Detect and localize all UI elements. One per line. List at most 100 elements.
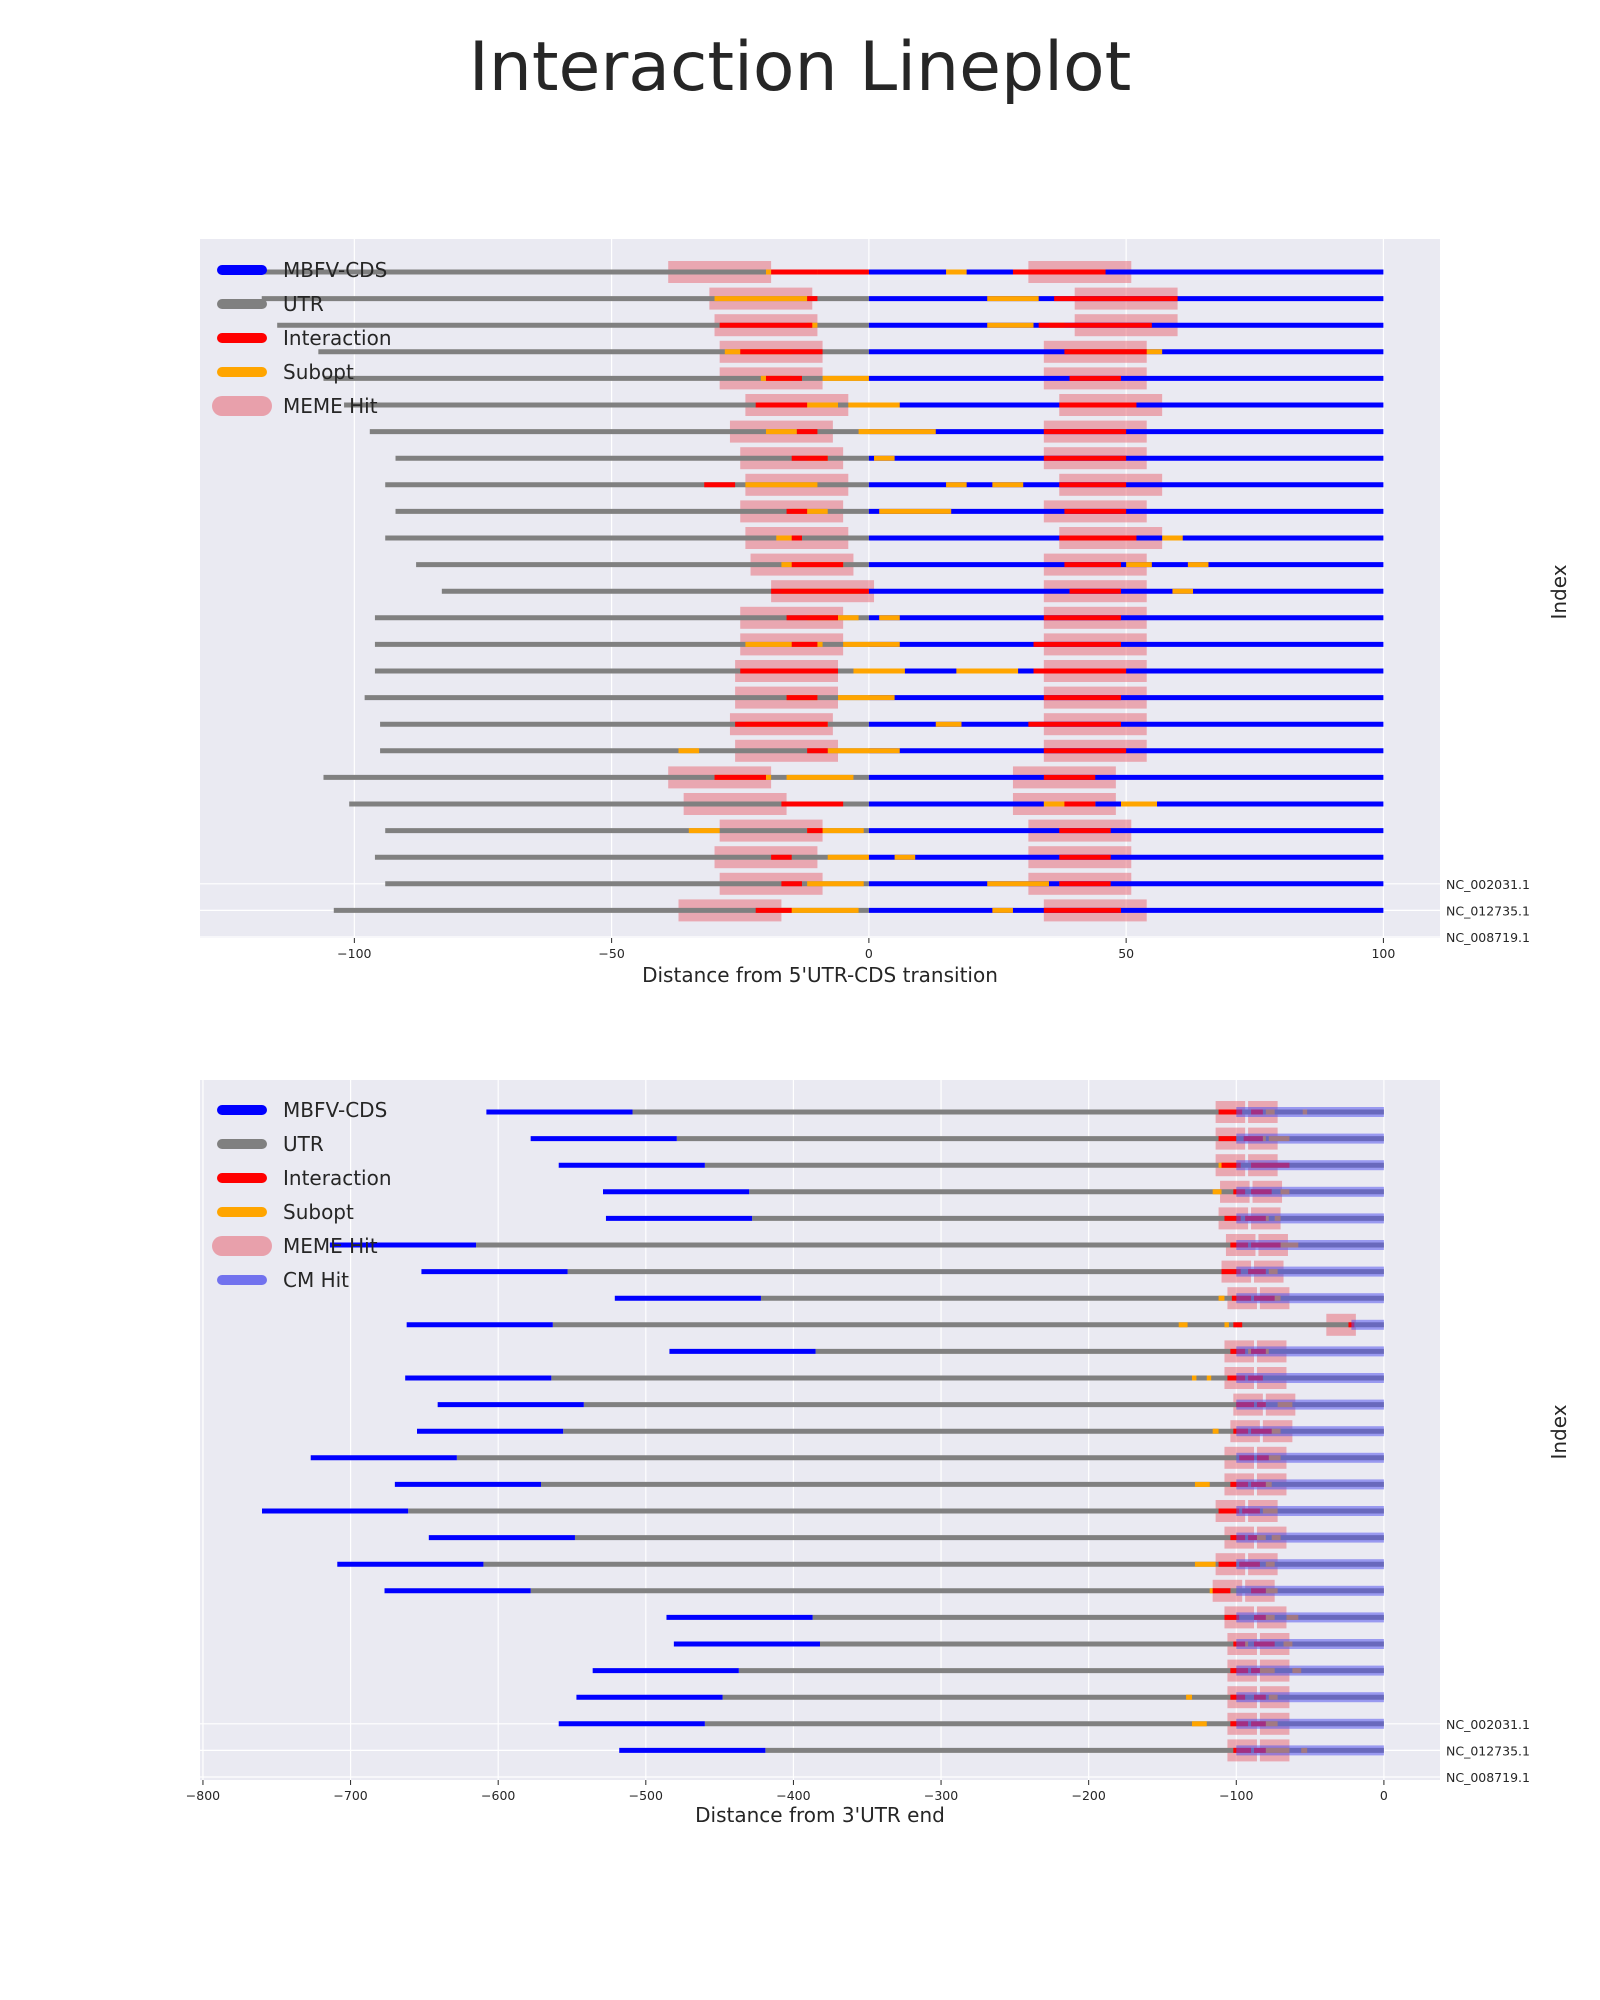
- legend-label: Interaction: [283, 1166, 392, 1190]
- x-tick-label: 100: [1371, 946, 1395, 961]
- row-18: [380, 713, 1384, 736]
- cm-hit: [1236, 1346, 1384, 1357]
- legend-item: Subopt: [217, 360, 354, 384]
- cm-hit: [1236, 1585, 1384, 1596]
- row-24: [558, 1712, 1384, 1735]
- figure-title: Interaction Lineplot: [468, 28, 1132, 107]
- row-18: [337, 1553, 1384, 1576]
- legend-label: MBFV-CDS: [283, 1098, 387, 1122]
- cm-hit: [1236, 1133, 1384, 1144]
- cm-hit: [1236, 1213, 1384, 1224]
- row-24: [385, 872, 1384, 895]
- row-17: [364, 686, 1384, 709]
- row-17: [428, 1526, 1384, 1549]
- legend-label: CM Hit: [283, 1268, 349, 1292]
- row-14: [374, 606, 1384, 629]
- row-1: [261, 261, 1384, 283]
- legend-item: MBFV-CDS: [217, 258, 387, 282]
- row-22: [592, 1659, 1384, 1682]
- legend-label: MEME Hit: [283, 1234, 378, 1258]
- row-3: [277, 314, 1384, 337]
- row-15: [374, 633, 1384, 656]
- cm-hit: [1236, 1399, 1384, 1410]
- row-21: [673, 1633, 1384, 1655]
- x-tick-label: −300: [924, 1788, 958, 1803]
- row-10: [669, 1340, 1384, 1363]
- row-9: [385, 473, 1384, 496]
- row-7: [369, 420, 1384, 443]
- row-11: [385, 527, 1384, 549]
- x-tick-label: −50: [598, 946, 624, 961]
- row-6: [344, 394, 1384, 416]
- cm-hit: [1236, 1639, 1384, 1649]
- legend-item: UTR: [217, 292, 324, 316]
- y-axis-label: Index: [1547, 1404, 1571, 1459]
- y-tick-label: NC_002031.1: [1446, 1717, 1530, 1732]
- cm-hit: [1236, 1266, 1384, 1277]
- row-2: [530, 1127, 1384, 1150]
- cm-hit: [1236, 1745, 1384, 1756]
- y-axis-label: Index: [1547, 564, 1571, 619]
- y-tick-label: NC_002031.1: [1446, 877, 1530, 892]
- y-tick-label: NC_012735.1: [1446, 903, 1530, 918]
- row-19: [380, 739, 1384, 762]
- x-tick-label: −100: [337, 946, 371, 961]
- x-tick-label: 0: [1380, 1788, 1388, 1803]
- row-16: [374, 660, 1384, 682]
- x-tick-label: 0: [865, 946, 873, 961]
- row-8: [395, 447, 1384, 470]
- cm-hit: [1236, 1160, 1384, 1171]
- row-3: [558, 1154, 1384, 1177]
- cm-hit: [1236, 1426, 1384, 1437]
- cm-hit: [1236, 1532, 1384, 1543]
- legend-label: Interaction: [283, 326, 392, 350]
- cm-hit: [1236, 1665, 1384, 1676]
- cm-hit: [1236, 1186, 1384, 1197]
- y-tick-label: NC_008719.1: [1446, 930, 1530, 945]
- row-6: [329, 1234, 1384, 1256]
- x-axis-label: Distance from 5'UTR-CDS transition: [642, 963, 998, 987]
- cm-hit: [1236, 1107, 1384, 1117]
- row-4: [318, 340, 1384, 363]
- x-tick-label: −700: [333, 1788, 367, 1803]
- row-20: [323, 766, 1384, 789]
- row-13: [417, 1420, 1384, 1443]
- row-8: [614, 1287, 1384, 1310]
- row-19: [384, 1579, 1384, 1602]
- x-tick-label: −800: [186, 1788, 220, 1803]
- row-20: [666, 1606, 1384, 1629]
- chart-panel-5utr: −100 −50 0 50 100 NC_002031.1 NC_012735.1 NC_00…: [200, 239, 1571, 987]
- row-23: [576, 1686, 1384, 1709]
- cm-hit: [1236, 1612, 1384, 1623]
- cm-hit: [1236, 1479, 1384, 1490]
- legend-label: Subopt: [283, 360, 354, 384]
- legend-item: CM Hit: [217, 1268, 349, 1292]
- row-2: [261, 287, 1384, 310]
- row-25: [333, 899, 1384, 922]
- cm-hit: [1351, 1319, 1384, 1330]
- row-5: [605, 1207, 1384, 1230]
- row-22: [385, 819, 1384, 842]
- x-tick-label: −600: [481, 1788, 515, 1803]
- legend-label: MBFV-CDS: [283, 258, 387, 282]
- row-9: [406, 1313, 1384, 1336]
- row-12: [437, 1393, 1384, 1416]
- cm-hit: [1236, 1452, 1384, 1463]
- legend-item: Interaction: [217, 326, 392, 350]
- x-tick-label: −500: [629, 1788, 663, 1803]
- row-21: [349, 793, 1384, 815]
- row-4: [603, 1180, 1384, 1203]
- cm-hit: [1236, 1718, 1384, 1729]
- y-tick-label: NC_008719.1: [1446, 1770, 1530, 1785]
- x-tick-label: −200: [1071, 1788, 1105, 1803]
- cm-hit: [1236, 1559, 1384, 1570]
- row-23: [374, 846, 1384, 869]
- cm-hit: [1236, 1506, 1384, 1516]
- row-11: [405, 1367, 1384, 1389]
- row-14: [310, 1446, 1384, 1469]
- x-tick-label: 50: [1118, 946, 1134, 961]
- x-tick-label: −100: [1219, 1788, 1253, 1803]
- legend-item: MEME Hit: [212, 1234, 378, 1258]
- cm-hit: [1236, 1293, 1384, 1304]
